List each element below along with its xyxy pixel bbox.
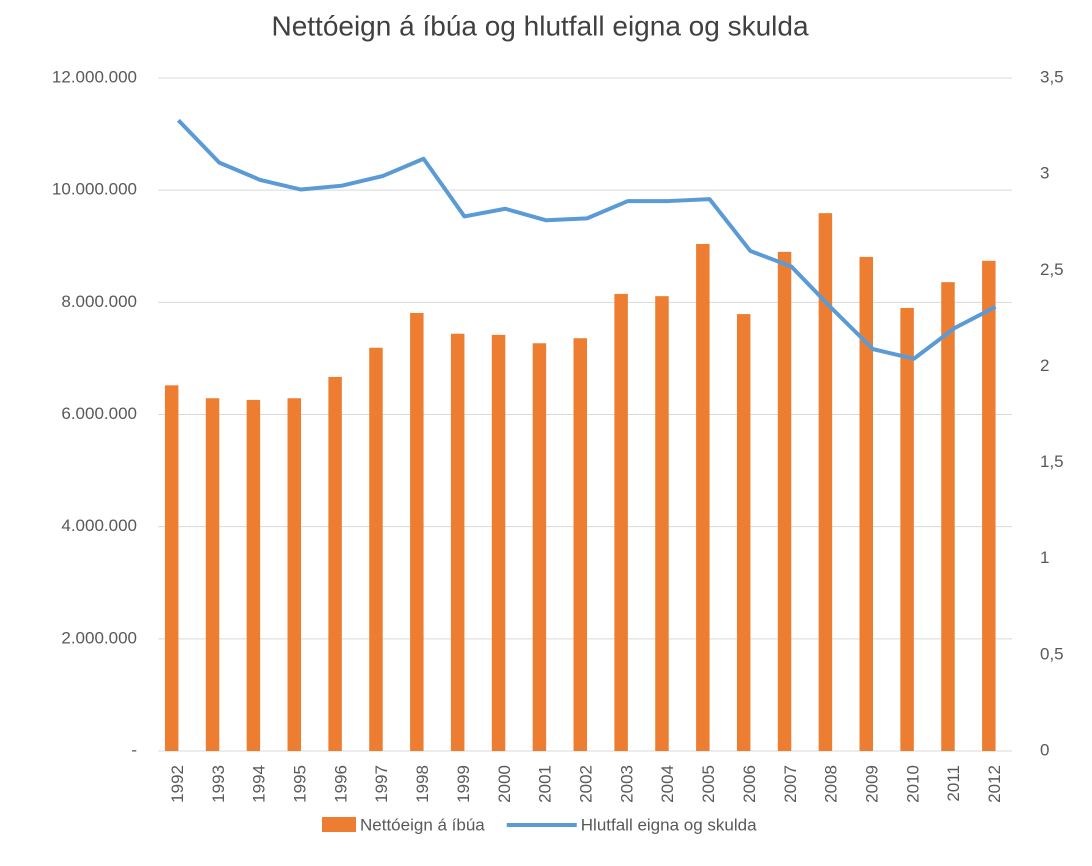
y-tick-label: 6.000.000 — [61, 404, 137, 423]
bar — [205, 398, 220, 751]
bar — [655, 296, 669, 751]
y2-tick-label: 0,5 — [1040, 644, 1064, 663]
x-tick-label: 2010 — [903, 765, 922, 803]
y2-tick-label: 1 — [1040, 548, 1049, 567]
y2-tick-label: 0 — [1040, 740, 1049, 759]
x-tick-label: 2011 — [944, 765, 963, 802]
y-tick-label: 8.000.000 — [61, 292, 137, 311]
bar — [736, 314, 751, 751]
line — [176, 118, 997, 361]
bar — [328, 376, 342, 751]
x-tick-label: 2006 — [740, 765, 759, 803]
y2-tick-label: 2,5 — [1040, 260, 1064, 279]
legend-label: Nettóeign á íbúa — [360, 815, 485, 834]
bar — [532, 343, 547, 751]
y-tick-label: 4.000.000 — [61, 516, 137, 535]
bar — [818, 213, 833, 751]
bar — [287, 398, 301, 751]
y-tick-label: 12.000.000 — [52, 67, 137, 86]
x-tick-label: 1998 — [413, 765, 432, 803]
y2-tick-label: 2 — [1040, 356, 1049, 375]
x-tick-label: 1995 — [290, 765, 309, 803]
legend-swatch — [322, 817, 356, 832]
bar — [369, 347, 383, 751]
bar — [941, 282, 955, 751]
bar — [859, 256, 873, 751]
x-tick-label: 1993 — [209, 765, 228, 803]
y2-tick-label: 3,5 — [1040, 67, 1064, 86]
bar — [614, 293, 628, 751]
bar — [777, 251, 792, 751]
y2-tick-label: 1,5 — [1040, 452, 1064, 471]
x-tick-label: 2000 — [495, 765, 514, 803]
bar — [696, 244, 710, 752]
x-tick-label: 2008 — [822, 765, 841, 803]
y2-tick-label: 3 — [1040, 164, 1049, 183]
bar — [450, 333, 465, 751]
x-tick-label: 1996 — [331, 765, 350, 803]
y-tick-label: 2.000.000 — [61, 628, 137, 647]
x-tick-label: 1994 — [250, 765, 269, 803]
x-tick-label: 2007 — [781, 765, 800, 803]
y-tick-label: 10.000.000 — [52, 180, 137, 199]
x-tick-label: 2012 — [985, 765, 1004, 803]
legend-label: Hlutfall eigna og skulda — [581, 815, 757, 834]
bar — [246, 399, 261, 751]
bar — [164, 385, 179, 751]
x-tick-label: 2005 — [699, 765, 718, 803]
bar — [573, 338, 587, 751]
bar — [491, 334, 506, 751]
x-tick-label: 2002 — [576, 765, 595, 803]
y-tick-label: - — [131, 740, 137, 759]
chart-title: Nettóeign á íbúa og hlutfall eigna og sk… — [271, 10, 808, 41]
bar — [982, 260, 996, 751]
x-tick-label: 2004 — [658, 765, 677, 803]
x-tick-label: 2009 — [862, 765, 881, 803]
x-tick-label: 1999 — [454, 765, 473, 803]
x-tick-label: 2003 — [617, 765, 636, 803]
bar — [900, 307, 914, 751]
bar — [410, 312, 424, 751]
x-tick-label: 1997 — [372, 765, 391, 803]
x-tick-label: 1992 — [168, 765, 187, 803]
x-tick-label: 2001 — [536, 765, 555, 803]
